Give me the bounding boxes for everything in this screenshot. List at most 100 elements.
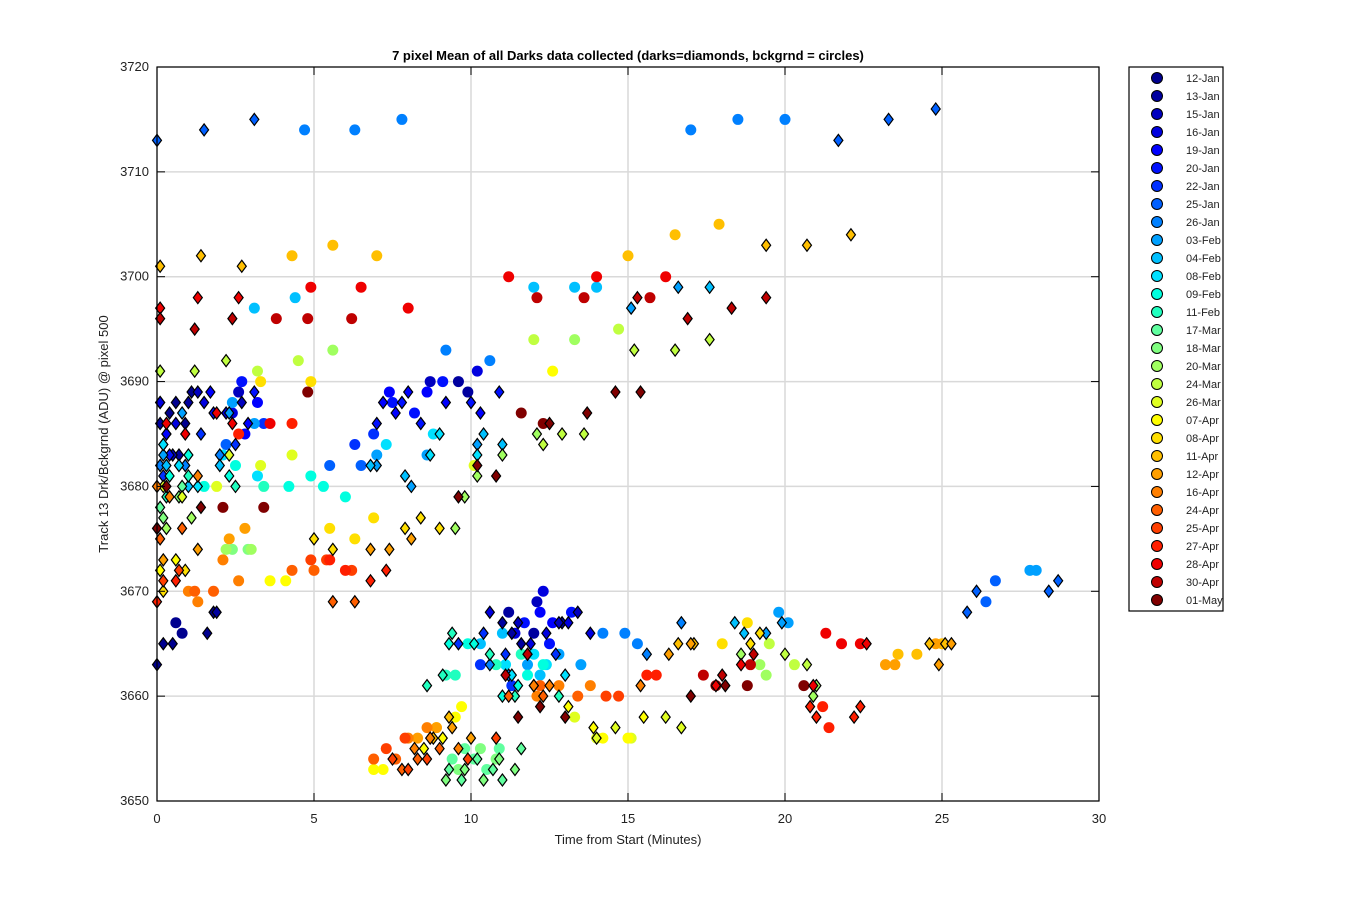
dark-point (475, 406, 486, 421)
dark-point (158, 447, 169, 462)
dark-point (685, 689, 697, 704)
background-point (798, 680, 810, 692)
dark-point (211, 605, 222, 620)
background-point (531, 690, 543, 702)
dark-point (365, 573, 376, 588)
dark-point (349, 594, 361, 609)
background-point (286, 449, 298, 461)
legend-marker (1151, 414, 1163, 426)
background-point (744, 659, 756, 671)
y-axis-label: Track 13 Drk/Bckgrnd (ADU) @ pixel 500 (96, 315, 111, 552)
background-point (349, 438, 361, 450)
legend-label: 19-Jan (1186, 145, 1220, 157)
dark-point (855, 699, 866, 714)
background-point (930, 638, 942, 650)
dark-point (845, 227, 857, 242)
legend-marker (1151, 72, 1163, 84)
chart-title: 7 pixel Mean of all Darks data collected… (392, 48, 864, 63)
dark-point (406, 479, 417, 494)
dark-point (465, 395, 477, 410)
background-point (220, 543, 232, 555)
dark-point (387, 752, 398, 767)
background-point (496, 627, 508, 639)
legend-label: 09-Feb (1186, 289, 1221, 301)
dark-point (672, 280, 684, 295)
background-point (462, 386, 474, 398)
dark-point (478, 626, 489, 641)
background-point (324, 459, 336, 471)
dark-point (563, 615, 574, 630)
dark-point (861, 636, 872, 651)
dark-point (525, 636, 536, 651)
background-point (644, 292, 656, 304)
background-point (481, 764, 493, 776)
dark-point (808, 678, 819, 693)
dark-point (459, 762, 470, 777)
dark-point (591, 731, 602, 746)
dark-point (472, 468, 483, 483)
background-point (522, 659, 534, 671)
dark-point (534, 699, 546, 714)
background-point (600, 690, 612, 702)
axis-ticks: 0 5 10 15 20 25 30 3650 3660 3670 3680 3690 3700 3710… (120, 59, 1106, 826)
background-point (251, 397, 263, 409)
dark-point (402, 385, 414, 400)
legend-label: 20-Jan (1186, 163, 1220, 175)
dark-point (164, 406, 175, 421)
background-point (299, 124, 311, 136)
background-point (449, 669, 461, 681)
background-point (788, 659, 800, 671)
background-point (531, 292, 543, 304)
background-point (355, 459, 367, 471)
dark-point (625, 301, 637, 316)
background-point (305, 281, 317, 293)
dark-point (745, 636, 756, 651)
dark-point (434, 741, 445, 756)
background-point (402, 302, 414, 314)
dark-point (409, 741, 420, 756)
dark-point (500, 647, 511, 662)
dark-point (192, 542, 204, 557)
background-point (399, 732, 411, 744)
background-point (255, 376, 267, 388)
legend-marker (1151, 576, 1163, 588)
background-point (264, 575, 276, 587)
background-point (534, 680, 546, 692)
legend-marker (1151, 522, 1163, 534)
legend-marker (1151, 432, 1163, 444)
background-point (440, 344, 452, 356)
dark-point (522, 647, 533, 662)
dark-point (192, 479, 204, 494)
background-point (597, 627, 609, 639)
background-point (292, 355, 304, 367)
background-point (176, 627, 188, 639)
legend-label: 18-Mar (1186, 343, 1221, 355)
background-point (622, 250, 634, 262)
dark-point (924, 636, 935, 651)
dark-point (327, 594, 339, 609)
background-point (368, 428, 380, 440)
background-point (569, 334, 581, 346)
background-point (484, 355, 496, 367)
background-point (506, 680, 518, 692)
background-point (452, 376, 464, 388)
dark-point (176, 489, 188, 504)
dark-point (173, 458, 185, 473)
dark-point (230, 437, 241, 452)
background-point (879, 659, 891, 671)
background-point (452, 764, 464, 776)
background-point (773, 606, 785, 618)
legend-marker (1151, 144, 1163, 156)
dark-point (164, 489, 175, 504)
background-point (531, 596, 543, 608)
background-point (732, 113, 744, 125)
background-point (572, 690, 584, 702)
y-tick-label: 3650 (120, 793, 149, 808)
dark-point (158, 573, 169, 588)
background-point (223, 533, 235, 545)
background-point (255, 459, 267, 471)
dark-point (233, 290, 244, 305)
dark-point (559, 710, 571, 725)
background-point (471, 365, 483, 377)
legend-label: 11-Apr (1186, 451, 1219, 463)
